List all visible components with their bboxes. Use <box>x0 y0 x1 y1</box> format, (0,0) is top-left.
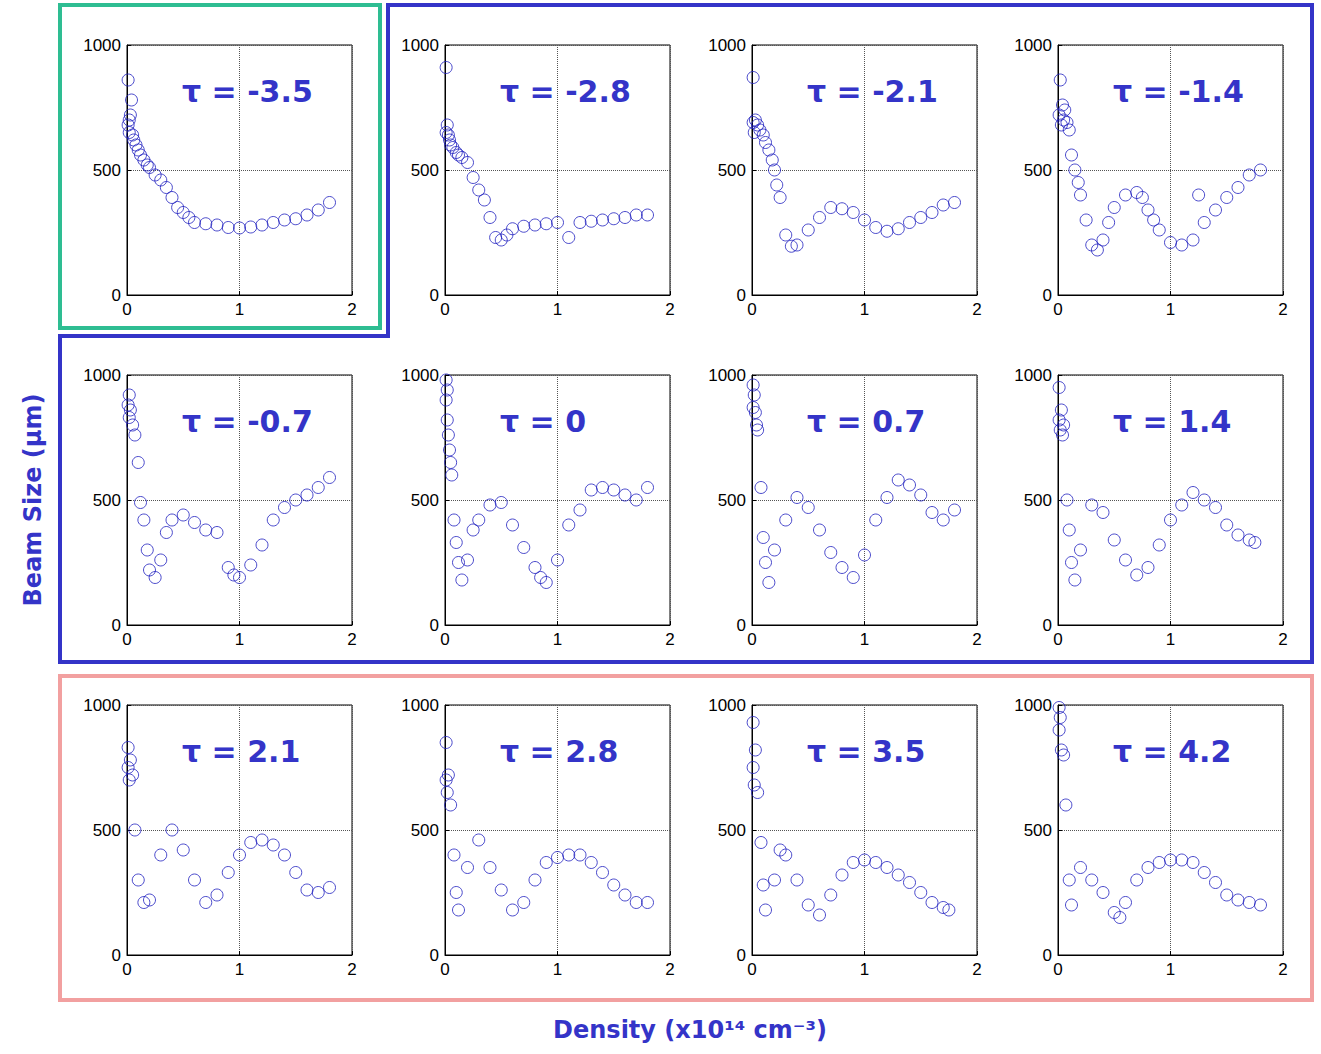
svg-text:500: 500 <box>93 821 121 840</box>
svg-text:0: 0 <box>440 960 449 979</box>
svg-text:500: 500 <box>718 161 746 180</box>
svg-text:1000: 1000 <box>401 366 439 385</box>
svg-text:500: 500 <box>411 491 439 510</box>
svg-text:1000: 1000 <box>83 36 121 55</box>
svg-text:2: 2 <box>347 960 356 979</box>
svg-text:2: 2 <box>665 300 674 319</box>
svg-text:0: 0 <box>122 300 131 319</box>
svg-text:Beam Size (μm): Beam Size (μm) <box>19 394 47 607</box>
svg-text:1: 1 <box>235 630 244 649</box>
svg-text:0: 0 <box>122 960 131 979</box>
svg-text:τ = 0.7: τ = 0.7 <box>807 404 925 439</box>
svg-text:0: 0 <box>1043 946 1052 965</box>
svg-text:1000: 1000 <box>708 366 746 385</box>
svg-text:τ = 4.2: τ = 4.2 <box>1113 734 1231 769</box>
svg-text:1: 1 <box>235 960 244 979</box>
svg-text:τ = -0.7: τ = -0.7 <box>182 404 313 439</box>
svg-text:τ = -1.4: τ = -1.4 <box>1113 74 1244 109</box>
svg-text:0: 0 <box>747 630 756 649</box>
svg-text:2: 2 <box>665 630 674 649</box>
svg-text:τ = 0: τ = 0 <box>500 404 586 439</box>
svg-text:500: 500 <box>1024 821 1052 840</box>
svg-text:2: 2 <box>972 300 981 319</box>
svg-text:500: 500 <box>718 821 746 840</box>
svg-text:0: 0 <box>430 616 439 635</box>
svg-text:500: 500 <box>93 161 121 180</box>
svg-text:1000: 1000 <box>401 36 439 55</box>
svg-text:2: 2 <box>1278 300 1287 319</box>
svg-text:1: 1 <box>860 960 869 979</box>
svg-text:0: 0 <box>737 616 746 635</box>
svg-text:τ = 2.1: τ = 2.1 <box>182 734 300 769</box>
svg-text:τ = -2.8: τ = -2.8 <box>500 74 631 109</box>
svg-text:0: 0 <box>112 946 121 965</box>
svg-text:2: 2 <box>972 960 981 979</box>
svg-text:0: 0 <box>112 616 121 635</box>
svg-text:500: 500 <box>93 491 121 510</box>
svg-text:2: 2 <box>1278 630 1287 649</box>
svg-text:0: 0 <box>1053 960 1062 979</box>
svg-text:1: 1 <box>860 630 869 649</box>
svg-text:τ = -3.5: τ = -3.5 <box>182 74 313 109</box>
svg-text:1: 1 <box>553 960 562 979</box>
svg-text:1: 1 <box>1166 960 1175 979</box>
svg-text:τ = 1.4: τ = 1.4 <box>1113 404 1231 439</box>
svg-text:2: 2 <box>972 630 981 649</box>
svg-text:500: 500 <box>411 161 439 180</box>
svg-text:1000: 1000 <box>1014 696 1052 715</box>
svg-text:0: 0 <box>747 960 756 979</box>
svg-text:0: 0 <box>440 300 449 319</box>
svg-text:0: 0 <box>737 946 746 965</box>
svg-text:1000: 1000 <box>83 696 121 715</box>
svg-text:Density (x10¹⁴ cm⁻³): Density (x10¹⁴ cm⁻³) <box>553 1016 827 1044</box>
svg-text:0: 0 <box>440 630 449 649</box>
svg-text:500: 500 <box>1024 491 1052 510</box>
svg-text:1000: 1000 <box>708 36 746 55</box>
svg-text:500: 500 <box>718 491 746 510</box>
svg-text:τ = 3.5: τ = 3.5 <box>807 734 925 769</box>
svg-text:τ = -2.1: τ = -2.1 <box>807 74 938 109</box>
svg-text:500: 500 <box>411 821 439 840</box>
svg-text:1: 1 <box>235 300 244 319</box>
svg-text:1: 1 <box>1166 630 1175 649</box>
svg-text:0: 0 <box>1053 300 1062 319</box>
svg-text:τ = 2.8: τ = 2.8 <box>500 734 618 769</box>
svg-text:0: 0 <box>430 946 439 965</box>
svg-text:2: 2 <box>1278 960 1287 979</box>
svg-text:0: 0 <box>1043 286 1052 305</box>
svg-text:0: 0 <box>1053 630 1062 649</box>
svg-text:0: 0 <box>737 286 746 305</box>
svg-text:1: 1 <box>1166 300 1175 319</box>
svg-text:1000: 1000 <box>401 696 439 715</box>
svg-text:2: 2 <box>347 300 356 319</box>
svg-text:1: 1 <box>553 300 562 319</box>
svg-text:0: 0 <box>430 286 439 305</box>
svg-text:1000: 1000 <box>708 696 746 715</box>
svg-text:0: 0 <box>1043 616 1052 635</box>
svg-text:0: 0 <box>747 300 756 319</box>
svg-text:0: 0 <box>112 286 121 305</box>
svg-text:500: 500 <box>1024 161 1052 180</box>
svg-text:1: 1 <box>860 300 869 319</box>
svg-text:1000: 1000 <box>1014 36 1052 55</box>
svg-text:1: 1 <box>553 630 562 649</box>
svg-text:2: 2 <box>665 960 674 979</box>
svg-text:2: 2 <box>347 630 356 649</box>
svg-text:1000: 1000 <box>83 366 121 385</box>
svg-text:1000: 1000 <box>1014 366 1052 385</box>
svg-text:0: 0 <box>122 630 131 649</box>
